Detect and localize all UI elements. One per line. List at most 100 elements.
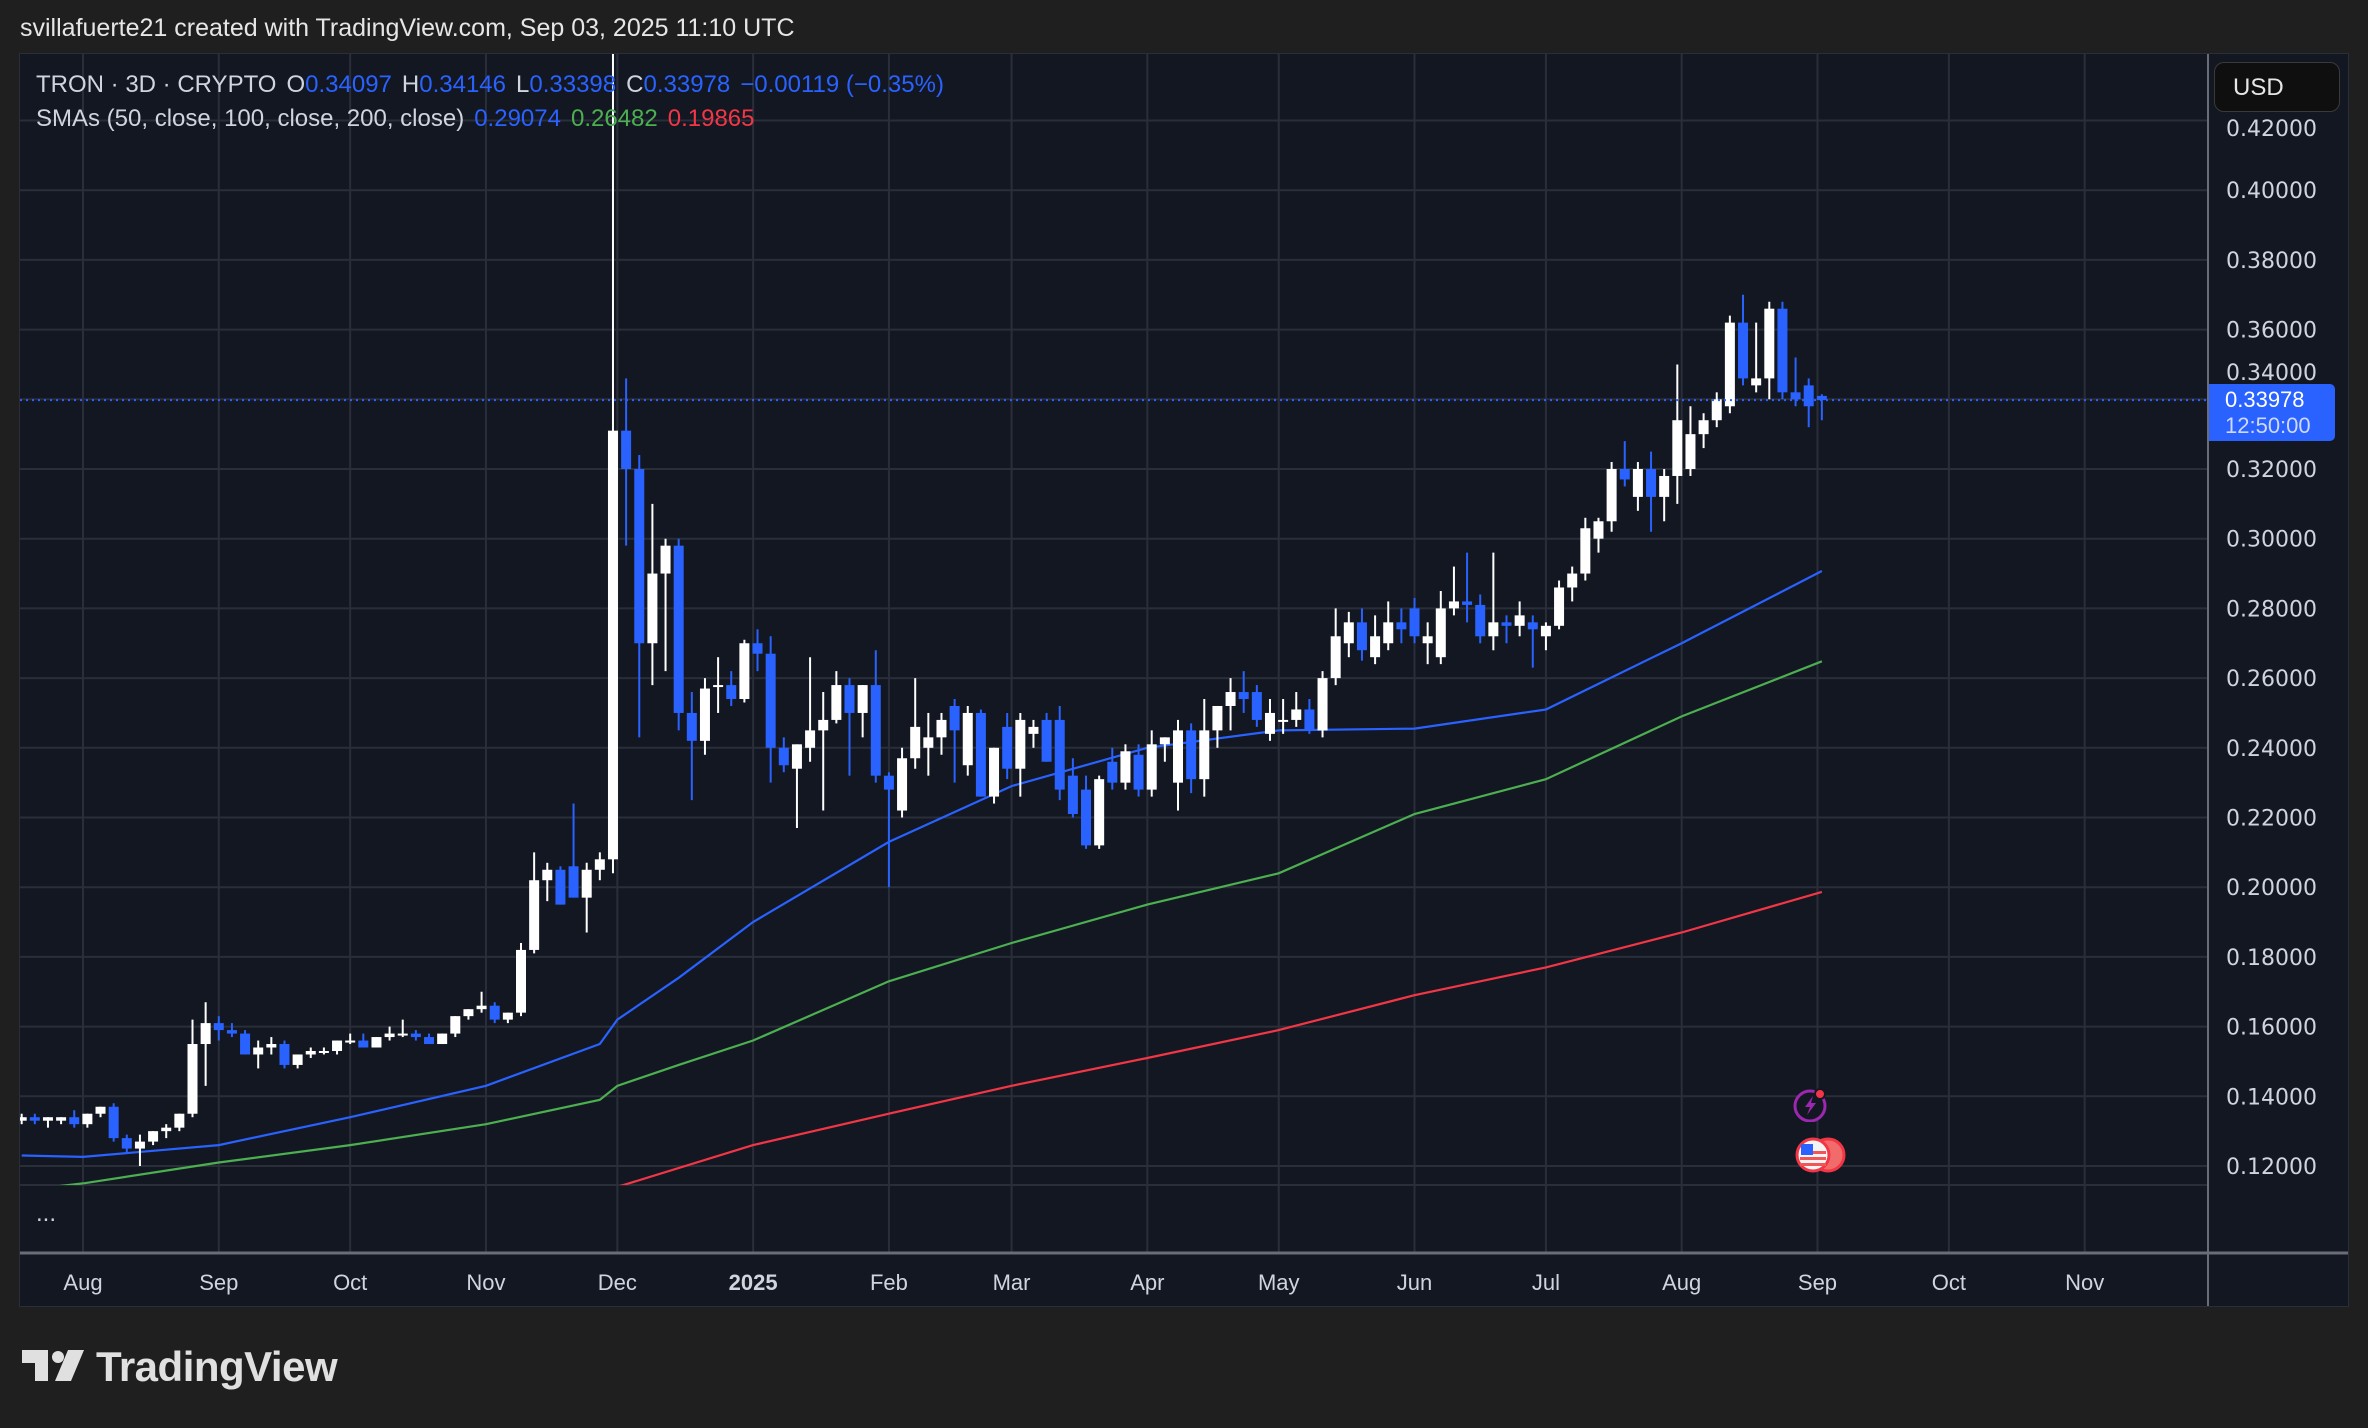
sma100-value: 0.26482 [570,105,658,132]
candle [200,1002,211,1086]
candle-body [437,1033,448,1045]
more-indicators-button[interactable]: ... [36,1200,57,1227]
candle-body [226,1030,237,1034]
candle-body [1146,744,1157,790]
candle-body [29,1117,40,1121]
candle-body [95,1106,106,1114]
time-axis-label: 2025 [729,1270,778,1295]
candle [1238,671,1249,713]
time-axis-label: Mar [993,1270,1031,1295]
sma-line [59,660,1823,1185]
candle [1120,744,1131,790]
candle-body [1199,730,1210,780]
candle [266,1037,277,1055]
candle-body [923,737,934,748]
candle-countdown: 12:50:00 [2225,413,2311,438]
candle [240,1030,251,1055]
candle-body [1448,601,1459,609]
candle-body [424,1037,435,1045]
candle-body [1711,399,1722,421]
candle-body [1488,622,1499,637]
candles [20,54,1827,1166]
candle [647,503,658,686]
candle [1593,517,1604,553]
candle-body [857,685,868,713]
candle-body [148,1131,159,1142]
candle-body [936,719,947,738]
candle [20,1113,27,1125]
candle [187,1019,198,1118]
candle [1396,608,1407,644]
price-axis-label: 0.14000 [2226,1085,2317,1110]
candle [1659,469,1670,522]
candle [962,705,973,776]
candle [844,678,855,776]
candle-body [1751,378,1762,386]
candle [148,1131,159,1146]
time-axis-label: Nov [466,1270,505,1295]
candle-body [108,1106,119,1139]
candle [1028,719,1039,748]
candle-body [791,744,802,769]
candle [1606,462,1617,532]
candle-body [450,1016,461,1034]
candle [883,772,894,888]
candle-body [1041,719,1052,762]
candle [1646,451,1657,532]
candle [1488,552,1499,651]
candle [292,1054,303,1069]
candle-body [292,1054,303,1065]
candle [1199,699,1210,797]
sma-label[interactable]: SMAs (50, close, 100, close, 200, close) [36,105,465,132]
candle [1225,678,1236,731]
candle [1081,775,1092,849]
candle-body [1054,719,1065,790]
candle-body [542,869,553,881]
candle [424,1033,435,1045]
chart-frame[interactable] [19,53,2349,1307]
candle [581,862,592,933]
candle [1514,601,1525,637]
time-axis-label: Sep [199,1270,238,1295]
candle [1251,685,1262,727]
candle [1146,730,1157,797]
candle [305,1047,316,1058]
candle [332,1040,343,1055]
candle-body [358,1040,369,1048]
candle-body [883,775,894,790]
candle-body [1015,719,1026,769]
candle [949,699,960,783]
candle [897,747,908,818]
candle [673,538,684,731]
symbol-label[interactable]: TRON · 3D · CRYPTO [36,71,277,98]
candle [1133,744,1144,797]
candle-body [1212,705,1223,731]
candle-body [318,1050,329,1053]
price-axis-label: 0.24000 [2226,737,2317,762]
candle-body [1264,712,1275,734]
candle-body [621,430,632,469]
candle-body [410,1033,421,1038]
candle-body [897,758,908,811]
currency-button[interactable]: USD [2214,62,2340,112]
candle [1672,364,1683,504]
us-flag-economic-event-icon[interactable] [1794,1136,1850,1174]
candle-body [818,719,829,731]
candle-body [1120,751,1131,783]
lightning-event-icon[interactable] [1792,1086,1828,1122]
candle [686,692,697,801]
candle-body [1422,636,1433,644]
candle [226,1023,237,1038]
candle-body [240,1033,251,1055]
last-price-value: 0.33978 [2225,387,2305,412]
candle-body [200,1023,211,1045]
price-axis-label: 0.42000 [2226,117,2317,142]
candle-body [739,643,750,700]
candle [1264,699,1275,741]
candle-body [489,1005,500,1020]
candle-body [634,469,645,644]
candle [936,712,947,755]
candle [253,1040,264,1069]
grid [20,54,2208,1253]
